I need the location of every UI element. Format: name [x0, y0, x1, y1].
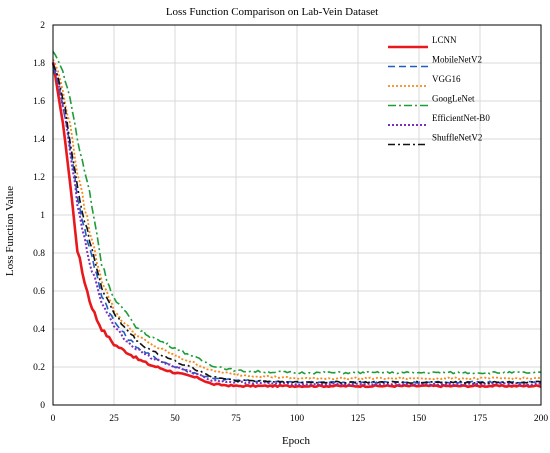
y-tick-label: 1.8: [33, 59, 45, 69]
x-tick-label: 75: [231, 414, 241, 424]
y-tick-label: 2: [40, 21, 45, 31]
y-tick-label: 0.8: [33, 249, 45, 259]
legend-label: ShuffleNetV2: [432, 133, 482, 143]
x-tick-label: 125: [351, 414, 366, 424]
x-tick-label: 50: [170, 414, 180, 424]
legend-label: GoogLeNet: [432, 94, 475, 104]
legend-label: MobileNetV2: [432, 55, 482, 65]
x-tick-label: 100: [290, 414, 305, 424]
x-tick-label: 0: [51, 414, 56, 424]
x-tick-label: 25: [109, 414, 119, 424]
legend-label: EfficientNet-B0: [432, 113, 490, 123]
y-tick-label: 0.4: [33, 325, 45, 335]
y-tick-labels: 0 0.2 0.4 0.6 0.8 1 1.2 1.4 1.6 1.8 2: [33, 21, 45, 411]
x-axis-label: Epoch: [282, 435, 311, 447]
y-tick-label: 1.6: [33, 97, 45, 107]
series-line-shufflenetv2: [52, 63, 542, 384]
plot-area: [52, 24, 542, 406]
y-tick-label: 0: [40, 401, 45, 411]
series-lines: [51, 50, 542, 389]
y-axis-label: Loss Function Value: [4, 186, 16, 276]
series-line-mobilenetv2: [52, 67, 542, 384]
legend: LCNN MobileNetV2 VGG16 GoogLeNet EfficientNe…: [388, 35, 490, 146]
legend-label: VGG16: [432, 74, 461, 84]
x-tick-label: 175: [473, 414, 488, 424]
series-line-googlenet: [52, 50, 542, 375]
x-tick-label: 150: [412, 414, 427, 424]
y-tick-label: 0.2: [33, 363, 45, 373]
x-tick-labels: 0 25 50 75 100 125 150 175 200: [51, 414, 549, 424]
series-line-lcnn: [51, 62, 542, 389]
legend-label: LCNN: [432, 35, 457, 45]
y-tick-label: 0.6: [33, 287, 45, 297]
x-tick-label: 200: [534, 414, 549, 424]
chart-title: Loss Function Comparison on Lab-Vein Dat…: [166, 6, 378, 18]
grid: [52, 24, 542, 406]
y-tick-label: 1: [40, 211, 45, 221]
series-line-vgg16: [52, 59, 542, 381]
y-tick-label: 1.2: [33, 173, 45, 183]
y-tick-label: 1.4: [33, 135, 45, 145]
